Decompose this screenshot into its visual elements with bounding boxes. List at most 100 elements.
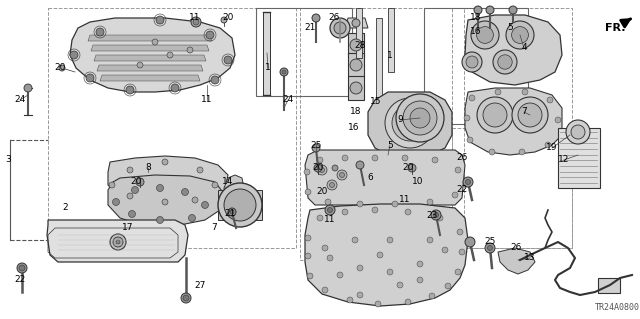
Text: 27: 27 xyxy=(195,280,205,290)
Circle shape xyxy=(327,180,337,190)
Text: 8: 8 xyxy=(145,164,151,173)
Text: 23: 23 xyxy=(426,211,438,219)
Circle shape xyxy=(126,86,134,94)
Polygon shape xyxy=(348,33,364,57)
Circle shape xyxy=(314,164,322,172)
Circle shape xyxy=(452,192,458,198)
Circle shape xyxy=(330,18,350,38)
Circle shape xyxy=(566,120,590,144)
Circle shape xyxy=(522,89,528,95)
Text: 14: 14 xyxy=(222,177,234,187)
Circle shape xyxy=(189,214,195,221)
Circle shape xyxy=(129,211,136,218)
Circle shape xyxy=(405,299,411,305)
Circle shape xyxy=(131,187,138,194)
Polygon shape xyxy=(376,18,382,108)
Circle shape xyxy=(493,50,517,74)
Circle shape xyxy=(162,159,168,165)
Circle shape xyxy=(485,243,495,253)
Text: 3: 3 xyxy=(5,155,11,165)
Circle shape xyxy=(218,183,262,227)
Circle shape xyxy=(59,65,65,71)
Circle shape xyxy=(152,39,158,45)
Circle shape xyxy=(405,209,411,215)
Circle shape xyxy=(322,245,328,251)
Circle shape xyxy=(519,149,525,155)
Circle shape xyxy=(431,210,441,220)
Circle shape xyxy=(437,215,443,221)
Circle shape xyxy=(332,165,338,171)
Text: 2: 2 xyxy=(62,204,68,212)
Polygon shape xyxy=(108,156,228,206)
Circle shape xyxy=(342,209,348,215)
Bar xyxy=(256,8,352,96)
Circle shape xyxy=(317,165,327,175)
Text: 18: 18 xyxy=(470,13,482,23)
Polygon shape xyxy=(348,53,364,77)
Circle shape xyxy=(462,52,482,72)
Circle shape xyxy=(403,101,437,135)
Circle shape xyxy=(417,277,423,283)
Circle shape xyxy=(304,169,310,175)
Circle shape xyxy=(224,56,232,64)
Circle shape xyxy=(469,95,475,101)
Text: 24: 24 xyxy=(282,95,294,105)
Circle shape xyxy=(518,103,542,127)
Circle shape xyxy=(385,98,435,148)
Circle shape xyxy=(547,97,553,103)
Circle shape xyxy=(197,167,203,173)
Circle shape xyxy=(375,301,381,307)
Circle shape xyxy=(350,59,362,71)
Circle shape xyxy=(183,295,189,301)
Circle shape xyxy=(136,178,144,186)
Circle shape xyxy=(433,212,438,218)
Text: 15: 15 xyxy=(371,98,381,107)
Text: 20: 20 xyxy=(312,164,324,173)
Circle shape xyxy=(202,202,209,209)
Circle shape xyxy=(512,97,548,133)
Text: 11: 11 xyxy=(324,216,336,225)
Text: 10: 10 xyxy=(412,177,424,187)
Text: 13: 13 xyxy=(524,254,536,263)
Bar xyxy=(424,8,528,124)
Text: 20: 20 xyxy=(222,13,234,23)
Circle shape xyxy=(305,189,311,195)
Circle shape xyxy=(506,21,534,49)
Circle shape xyxy=(463,177,473,187)
Circle shape xyxy=(109,182,115,188)
Circle shape xyxy=(467,137,473,143)
Circle shape xyxy=(282,70,286,74)
Circle shape xyxy=(483,103,507,127)
Circle shape xyxy=(471,21,499,49)
Text: 11: 11 xyxy=(189,13,201,23)
Polygon shape xyxy=(91,45,209,51)
Text: 26: 26 xyxy=(456,153,468,162)
Text: 6: 6 xyxy=(367,174,373,182)
Text: 9: 9 xyxy=(397,115,403,124)
Text: 21: 21 xyxy=(224,210,236,219)
Circle shape xyxy=(187,47,193,53)
Polygon shape xyxy=(224,175,244,202)
Circle shape xyxy=(337,272,343,278)
Circle shape xyxy=(305,235,311,241)
Circle shape xyxy=(555,117,561,123)
Text: FR.: FR. xyxy=(605,19,631,33)
Circle shape xyxy=(116,240,120,244)
Circle shape xyxy=(429,293,435,299)
Polygon shape xyxy=(47,220,188,262)
Circle shape xyxy=(498,55,512,69)
Polygon shape xyxy=(465,15,562,85)
Circle shape xyxy=(224,189,256,221)
Text: 19: 19 xyxy=(547,144,557,152)
Circle shape xyxy=(322,287,328,293)
Circle shape xyxy=(212,182,218,188)
Bar xyxy=(598,278,620,293)
Circle shape xyxy=(127,167,133,173)
Circle shape xyxy=(156,16,164,24)
Text: 11: 11 xyxy=(201,95,212,105)
Circle shape xyxy=(442,247,448,253)
Circle shape xyxy=(330,182,335,188)
Bar xyxy=(558,128,600,188)
Circle shape xyxy=(397,282,403,288)
Bar xyxy=(452,8,572,248)
